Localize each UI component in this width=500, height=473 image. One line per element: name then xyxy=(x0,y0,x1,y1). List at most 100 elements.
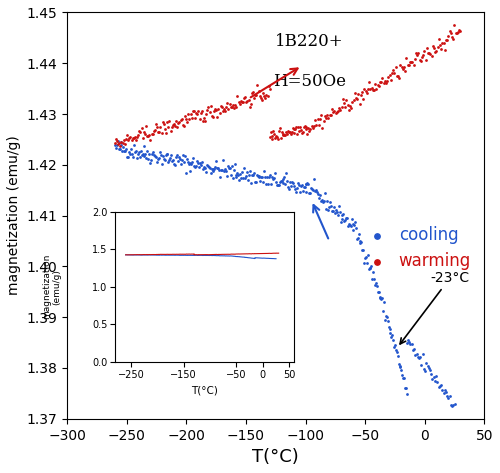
Point xyxy=(234,92,241,99)
Point xyxy=(324,114,332,122)
Point xyxy=(378,295,386,302)
Point xyxy=(283,131,291,138)
Point xyxy=(340,217,348,225)
Point xyxy=(127,146,135,153)
Point xyxy=(149,149,157,156)
Point xyxy=(366,264,374,272)
Point xyxy=(266,85,274,92)
Point xyxy=(418,361,426,368)
Point xyxy=(381,316,389,324)
Point xyxy=(151,152,159,160)
Point xyxy=(380,298,388,306)
Point xyxy=(371,80,379,88)
Point xyxy=(178,156,186,164)
Point xyxy=(118,141,126,149)
Point xyxy=(344,214,351,221)
Point xyxy=(259,89,267,97)
Point xyxy=(173,123,181,131)
Point xyxy=(387,76,395,84)
Point xyxy=(304,179,312,187)
Point xyxy=(288,124,296,132)
Point xyxy=(432,47,440,55)
Point xyxy=(162,129,170,137)
Point xyxy=(196,159,204,167)
Point xyxy=(168,121,176,129)
Point xyxy=(237,97,245,105)
Point xyxy=(364,265,372,272)
Point xyxy=(326,111,334,119)
Point xyxy=(184,160,192,168)
Point xyxy=(406,339,413,346)
Point xyxy=(440,39,448,46)
Point xyxy=(123,154,131,161)
Point xyxy=(335,104,343,112)
Point xyxy=(142,123,150,130)
Point xyxy=(123,131,131,139)
Point xyxy=(422,56,430,63)
Point xyxy=(374,288,382,296)
Point xyxy=(200,164,208,171)
Point xyxy=(415,354,423,361)
Point xyxy=(319,198,327,206)
Point xyxy=(224,105,232,113)
Point xyxy=(386,330,394,337)
Point xyxy=(199,117,207,124)
Point xyxy=(138,134,146,141)
Point xyxy=(294,123,302,131)
Point xyxy=(288,178,296,186)
Point xyxy=(342,216,349,223)
Point xyxy=(250,94,258,102)
Point xyxy=(120,143,128,150)
Point xyxy=(422,359,430,367)
Point xyxy=(440,386,448,394)
Point xyxy=(252,179,260,186)
Point xyxy=(276,124,284,132)
Point xyxy=(260,93,268,100)
Text: -23°C: -23°C xyxy=(400,271,470,344)
Point xyxy=(203,162,211,169)
Point xyxy=(308,122,316,129)
Point xyxy=(298,182,306,189)
Point xyxy=(156,123,164,131)
Point xyxy=(116,138,124,146)
Point xyxy=(448,33,456,41)
Point xyxy=(244,97,252,105)
Point xyxy=(168,151,175,159)
Point xyxy=(447,29,455,36)
Point xyxy=(236,101,244,108)
Point xyxy=(374,81,382,88)
Point xyxy=(392,346,400,354)
Point xyxy=(190,107,198,115)
Point xyxy=(194,110,202,118)
Point xyxy=(134,148,142,156)
Point xyxy=(294,179,302,186)
Point xyxy=(290,125,298,132)
Point xyxy=(327,203,335,210)
Point xyxy=(272,179,280,186)
Point xyxy=(134,131,142,139)
Point xyxy=(284,184,292,191)
Point xyxy=(401,68,409,75)
Point xyxy=(310,175,318,183)
Point xyxy=(156,129,164,136)
Point xyxy=(282,181,290,188)
Point xyxy=(150,127,158,134)
Point xyxy=(140,152,147,159)
Point xyxy=(386,325,394,333)
Point xyxy=(244,176,252,184)
Point xyxy=(291,185,299,193)
Point xyxy=(421,367,429,375)
Point xyxy=(193,157,201,165)
Point xyxy=(157,152,165,159)
Point xyxy=(444,36,452,44)
Point xyxy=(180,152,188,159)
Point xyxy=(272,132,280,140)
Point xyxy=(148,150,156,158)
Point xyxy=(230,166,237,174)
Point xyxy=(448,403,456,410)
Point xyxy=(302,123,310,131)
Point xyxy=(383,77,391,84)
Point xyxy=(349,227,357,234)
Point xyxy=(313,188,321,195)
Point xyxy=(314,122,322,129)
